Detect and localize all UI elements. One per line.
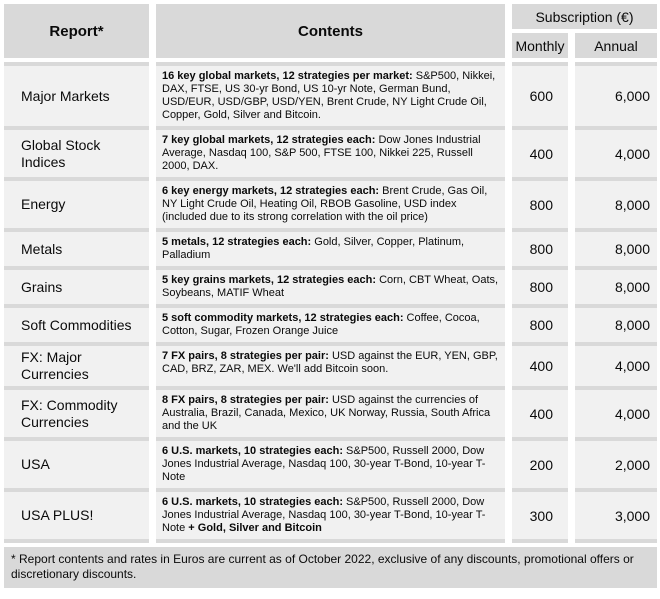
annual-price-cell: 2,000 (575, 437, 657, 488)
annual-price-cell: 4,000 (575, 386, 657, 437)
contents-description: S&P500, Russell 2000, Dow Jones Industri… (162, 445, 486, 483)
contents-bold-tail: + Gold, Silver and Bitcoin (188, 522, 322, 534)
report-name: Soft Commodities (21, 316, 132, 333)
contents-description: USD against the EUR, YEN, GBP, CAD, BRZ,… (162, 350, 498, 375)
report-name: USA PLUS! (21, 507, 94, 523)
contents-description: Gold, Silver, Copper, Platinum, Palladiu… (162, 236, 465, 261)
contents-cell: 5 metals, 12 strategies each: Gold, Silv… (156, 228, 505, 266)
contents-lead: 7 FX pairs, 8 strategies per pair: (162, 350, 329, 362)
footnote: * Report contents and rates in Euros are… (4, 547, 657, 588)
header-subscription: Subscription (€) (512, 4, 657, 29)
annual-price-cell: 4,000 (575, 126, 657, 177)
monthly-price-cell: 200 (512, 437, 568, 488)
contents-description: S&P500, Nikkei, DAX, FTSE, US 30-yr Bond… (162, 70, 496, 121)
contents-cell: 16 key global markets, 12 strategies per… (156, 62, 505, 126)
monthly-price-cell: 800 (512, 228, 568, 266)
monthly-price-cell: 300 (512, 488, 568, 543)
report-name-cell: FX: Major Currencies (4, 342, 149, 386)
contents-lead: 5 metals, 12 strategies each: (162, 236, 312, 248)
header-annual: Annual (575, 33, 657, 58)
annual-price-cell: 3,000 (575, 488, 657, 543)
monthly-price-cell: 800 (512, 177, 568, 228)
annual-price-cell: 8,000 (575, 177, 657, 228)
contents-description: Dow Jones Industrial Average, Nasdaq 100… (162, 134, 481, 172)
annual-price-cell: 8,000 (575, 266, 657, 304)
report-name: Energy (21, 196, 66, 212)
report-name-cell: Metals (4, 228, 149, 266)
report-name: Major Markets (21, 87, 110, 104)
report-name: USA (21, 456, 50, 472)
annual-price-cell: 8,000 (575, 228, 657, 266)
monthly-price-cell: 600 (512, 62, 568, 126)
contents-lead: 6 U.S. markets, 10 strategies each: (162, 445, 343, 457)
annual-price-cell: 8,000 (575, 304, 657, 342)
report-name-cell: USA PLUS! (4, 488, 149, 543)
contents-cell: 7 key global markets, 12 strategies each… (156, 126, 505, 177)
contents-lead: 6 key energy markets, 12 strategies each… (162, 185, 380, 197)
contents-lead: 6 U.S. markets, 10 strategies each: (162, 496, 343, 508)
monthly-price-cell: 800 (512, 304, 568, 342)
contents-cell: 5 soft commodity markets, 12 strategies … (156, 304, 505, 342)
report-name: FX: Major Currencies (21, 349, 89, 382)
report-name-cell: Global Stock Indices (4, 126, 149, 177)
contents-lead: 8 FX pairs, 8 strategies per pair: (162, 394, 329, 406)
header-monthly: Monthly (512, 33, 568, 58)
contents-cell: 5 key grains markets, 12 strategies each… (156, 266, 505, 304)
contents-cell: 6 U.S. markets, 10 strategies each: S&P5… (156, 437, 505, 488)
monthly-price-cell: 400 (512, 126, 568, 177)
monthly-price-cell: 800 (512, 266, 568, 304)
report-name: Grains (21, 278, 63, 295)
report-name: Global Stock Indices (21, 136, 101, 170)
contents-cell: 6 U.S. markets, 10 strategies each: S&P5… (156, 488, 505, 543)
contents-lead: 5 key grains markets, 12 strategies each… (162, 274, 377, 286)
report-name: Metals (21, 240, 63, 257)
contents-lead: 16 key global markets, 12 strategies per… (162, 70, 413, 82)
contents-description: Coffee, Cocoa, Cotton, Sugar, Frozen Ora… (162, 312, 480, 337)
report-name-cell: Grains (4, 266, 149, 304)
report-name-cell: Energy (4, 177, 149, 228)
contents-description: S&P500, Russell 2000, Dow Jones Industri… (162, 496, 486, 534)
monthly-price-cell: 400 (512, 342, 568, 386)
header-report: Report* (4, 4, 149, 58)
contents-cell: 7 FX pairs, 8 strategies per pair: USD a… (156, 342, 505, 386)
header-contents: Contents (156, 4, 505, 58)
contents-cell: 8 FX pairs, 8 strategies per pair: USD a… (156, 386, 505, 437)
contents-description: USD against the currencies of Australia,… (162, 394, 491, 432)
contents-lead: 7 key global markets, 12 strategies each… (162, 134, 376, 146)
report-name-cell: Soft Commodities (4, 304, 149, 342)
annual-price-cell: 6,000 (575, 62, 657, 126)
table-body: Major Markets 16 key global markets, 12 … (4, 62, 660, 543)
report-name: FX: Commodity Currencies (21, 396, 118, 430)
contents-cell: 6 key energy markets, 12 strategies each… (156, 177, 505, 228)
monthly-price-cell: 400 (512, 386, 568, 437)
report-name-cell: USA (4, 437, 149, 488)
report-name-cell: FX: Commodity Currencies (4, 386, 149, 437)
contents-lead: 5 soft commodity markets, 12 strategies … (162, 312, 404, 324)
annual-price-cell: 4,000 (575, 342, 657, 386)
contents-description: Brent Crude, Gas Oil, NY Light Crude Oil… (162, 185, 488, 223)
contents-description: Corn, CBT Wheat, Oats, Soybeans, MATIF W… (162, 274, 499, 299)
report-name-cell: Major Markets (4, 62, 149, 126)
table-header: Report* Contents Subscription (€) Monthl… (4, 4, 660, 58)
